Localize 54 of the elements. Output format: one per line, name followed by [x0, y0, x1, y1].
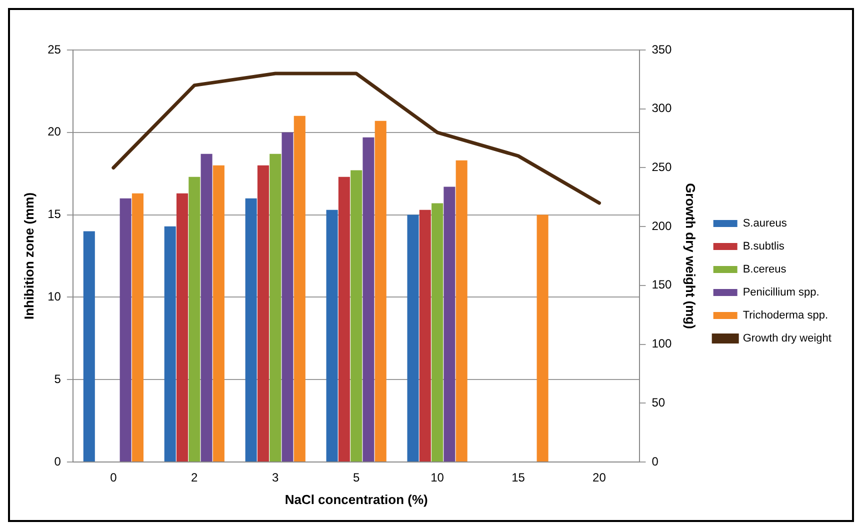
y2-tick-label: 350: [652, 42, 672, 56]
bar: [326, 210, 338, 462]
y2-tick-label: 250: [652, 160, 672, 174]
x-tick-label: 2: [191, 470, 198, 485]
bar: [407, 214, 419, 462]
y2-tick-label: 200: [652, 218, 672, 233]
legend-label: B.subtlis: [742, 240, 785, 253]
bar: [188, 176, 200, 462]
bar: [536, 214, 548, 462]
bar: [83, 231, 95, 462]
y2-tick-label: 50: [652, 395, 666, 410]
bar: [270, 154, 282, 462]
bar: [338, 176, 350, 462]
bar: [257, 165, 269, 462]
x-tick-label: 20: [592, 470, 606, 485]
y2-tick-label: 100: [652, 336, 672, 351]
bar: [176, 193, 188, 462]
y-tick-label: 5: [54, 372, 62, 386]
x-tick-label: 15: [512, 470, 526, 485]
x-tick-label: 0: [110, 470, 118, 485]
bar: [419, 210, 431, 462]
bar: [120, 198, 132, 462]
bar: [282, 132, 294, 462]
y2-tick-label: 150: [652, 278, 672, 292]
x-tick-label: 3: [272, 470, 280, 485]
bar: [362, 137, 374, 462]
bar: [456, 160, 468, 462]
bar: [212, 165, 224, 462]
y-tick-label: 25: [48, 42, 62, 56]
y-tick-label: 10: [48, 290, 62, 304]
bar: [294, 116, 306, 462]
y-tick-label: 20: [48, 124, 62, 139]
bar: [444, 186, 456, 462]
legend-label: S.aureus: [742, 218, 788, 230]
legend-label: B.cereus: [742, 264, 787, 276]
y2-tick-label: 300: [652, 101, 672, 116]
x-tick-label: 10: [430, 470, 444, 485]
y-tick-label: 0: [54, 454, 62, 468]
y2-tick-label: 0: [652, 454, 659, 468]
bar: [432, 203, 444, 462]
x-axis-title: NaCl concentration (%): [284, 492, 428, 507]
bar: [350, 170, 362, 462]
x-tick-label: 5: [352, 470, 360, 485]
y-tick-label: 15: [48, 207, 62, 222]
bar: [164, 226, 176, 462]
bar: [374, 120, 386, 462]
bar: [245, 198, 257, 462]
bar: [132, 193, 144, 462]
y-axis-title: Inhibition zone (mm): [21, 192, 36, 320]
bar: [200, 154, 212, 462]
legend-label: Penicillium spp.: [742, 286, 820, 299]
y2-axis-title: Growth dry weight (mg): [682, 183, 698, 329]
legend-label: Trichoderma spp.: [742, 310, 828, 322]
legend-label: Growth dry weight: [742, 332, 832, 345]
